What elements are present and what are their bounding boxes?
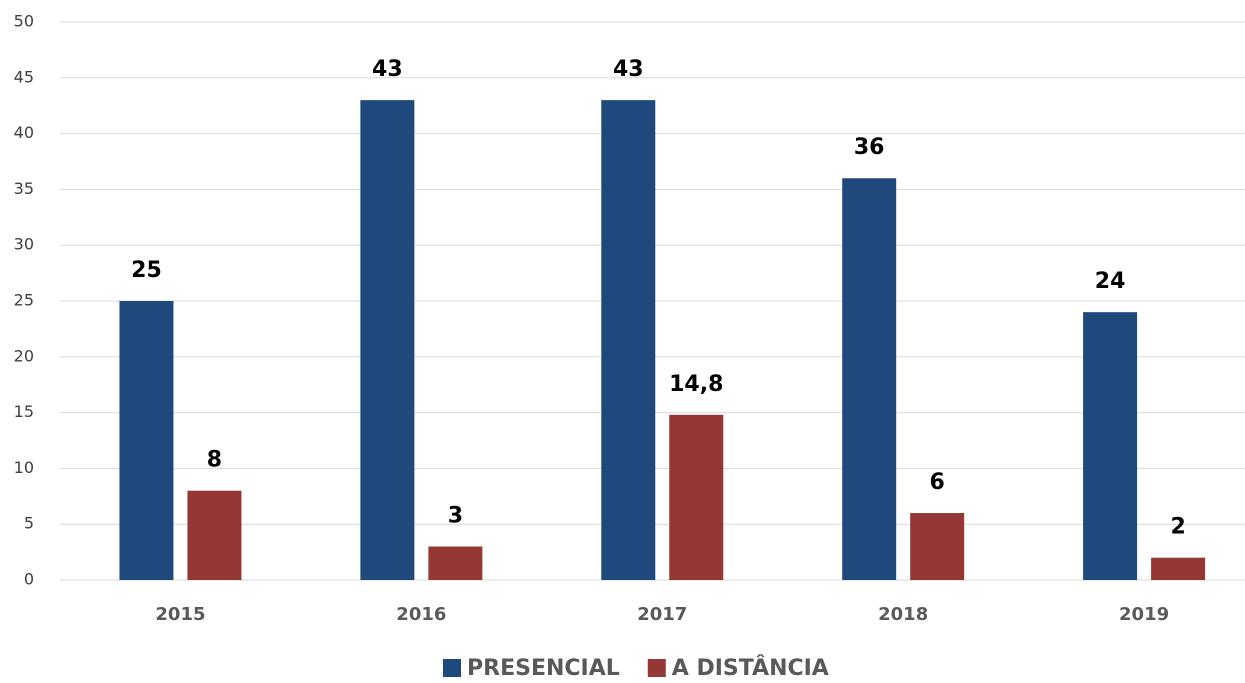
x-tick-label: 2016 bbox=[396, 604, 446, 625]
bar bbox=[428, 546, 483, 580]
data-label: 25 bbox=[131, 258, 162, 283]
y-tick-label: 10 bbox=[14, 458, 34, 477]
data-label: 43 bbox=[372, 57, 403, 82]
data-label: 2 bbox=[1170, 515, 1185, 540]
bar bbox=[187, 490, 242, 580]
data-label: 43 bbox=[613, 57, 644, 82]
bar bbox=[842, 178, 897, 581]
legend-label: PRESENCIAL bbox=[467, 656, 620, 681]
y-tick-label: 50 bbox=[14, 12, 34, 31]
bar bbox=[1151, 557, 1206, 580]
x-tick-label: 2019 bbox=[1119, 604, 1169, 625]
legend-swatch bbox=[443, 659, 461, 677]
bar bbox=[119, 301, 174, 580]
bar bbox=[601, 100, 656, 581]
bar bbox=[1083, 312, 1138, 580]
y-tick-label: 25 bbox=[14, 291, 34, 310]
x-tick-label: 2017 bbox=[637, 604, 687, 625]
y-tick-label: 0 bbox=[24, 570, 34, 589]
y-tick-label: 15 bbox=[14, 402, 34, 421]
y-tick-label: 5 bbox=[24, 514, 34, 533]
legend-swatch bbox=[647, 659, 666, 677]
data-label: 6 bbox=[930, 470, 945, 495]
bar bbox=[669, 414, 724, 580]
bar bbox=[910, 513, 965, 580]
data-label: 3 bbox=[448, 504, 463, 529]
data-label: 14,8 bbox=[669, 372, 723, 397]
y-tick-label: 40 bbox=[14, 123, 34, 142]
data-label: 36 bbox=[854, 135, 885, 160]
data-label: 24 bbox=[1095, 269, 1126, 294]
y-tick-label: 30 bbox=[14, 235, 34, 254]
x-tick-label: 2018 bbox=[878, 604, 928, 625]
y-tick-label: 20 bbox=[14, 346, 34, 365]
x-tick-label: 2015 bbox=[155, 604, 205, 625]
bar bbox=[360, 100, 415, 581]
legend-label: A DISTÂNCIA bbox=[672, 655, 829, 681]
data-label: 8 bbox=[207, 448, 222, 473]
y-tick-label: 35 bbox=[14, 179, 34, 198]
y-tick-label: 45 bbox=[14, 67, 34, 86]
